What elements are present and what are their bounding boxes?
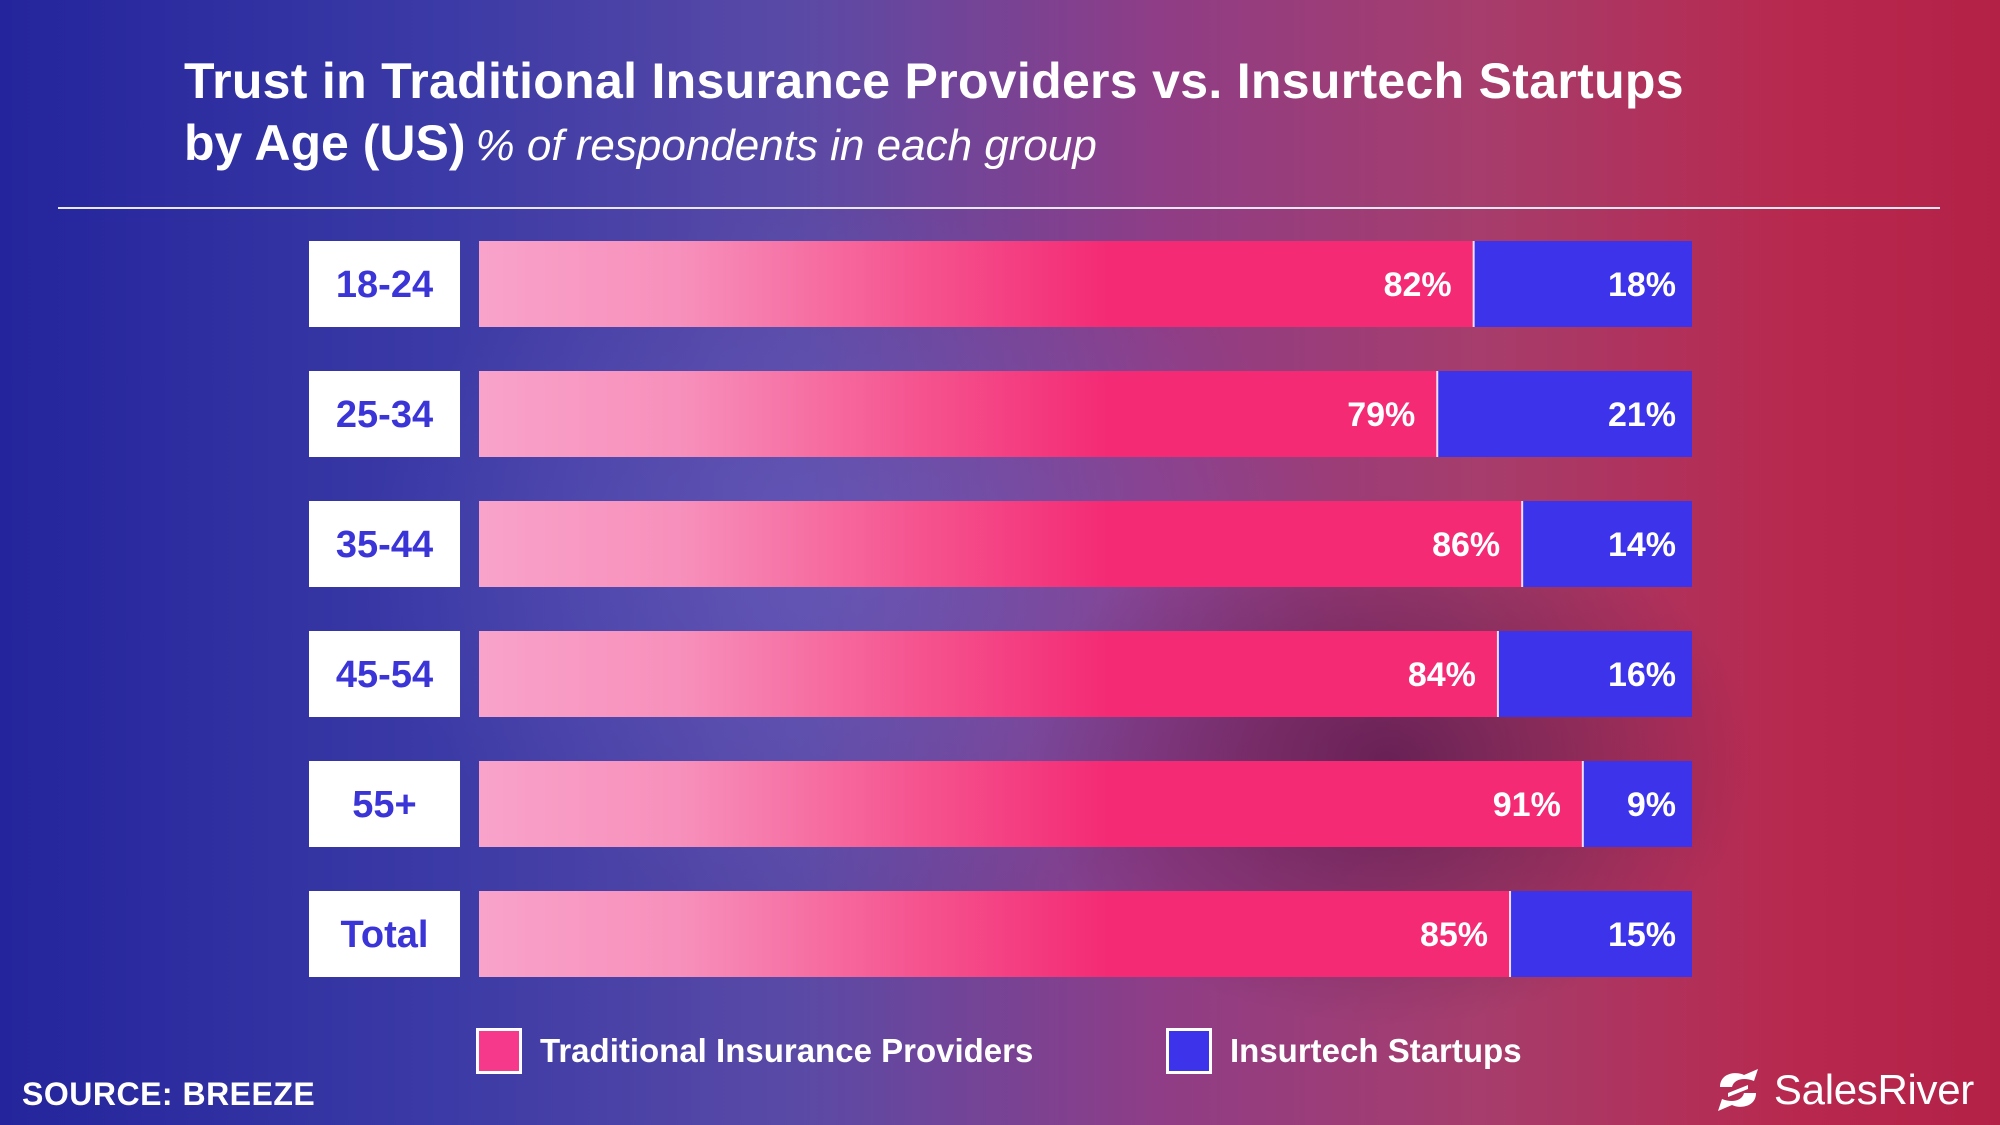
- bar-insurtech-45-54: [1497, 631, 1692, 717]
- bar-insurtech-18-24: [1473, 241, 1692, 327]
- bars-layer: 18-24 82% 18% 25-34 79% 21% 35-44 86% 14% 45-54 84…: [309, 241, 1692, 977]
- legend-item-traditional: Traditional Insurance Providers: [476, 1026, 1033, 1076]
- legend-label-insurtech: Insurtech Startups: [1230, 1032, 1522, 1069]
- value-label-traditional-45-54: 84%: [1408, 656, 1476, 694]
- value-label-insurtech-35-44: 14%: [1608, 526, 1676, 564]
- category-label-25-34: 25-34: [336, 394, 433, 436]
- bar-divider-total: [1509, 891, 1512, 977]
- category-label-box-55: [309, 761, 460, 847]
- value-label-insurtech-total: 15%: [1608, 916, 1676, 954]
- legend-swatch-traditional: [476, 1028, 522, 1074]
- value-label-insurtech-18-24: 18%: [1608, 266, 1676, 304]
- bar-insurtech-total: [1510, 891, 1692, 977]
- category-label-box-35-44: [309, 501, 460, 587]
- chart-title: Trust in Traditional Insurance Providers…: [184, 53, 1684, 109]
- bar-traditional-45-54: [479, 631, 1498, 717]
- category-label-box-45-54: [309, 631, 460, 717]
- bar-insurtech-35-44: [1522, 501, 1692, 587]
- bar-divider-45-54: [1496, 631, 1499, 717]
- value-label-traditional-35-44: 86%: [1432, 526, 1500, 564]
- category-label-total: Total: [341, 914, 429, 956]
- chart-subtitle: by Age (US)% of respondents in each grou…: [184, 112, 1097, 187]
- legend-swatch-insurtech: [1166, 1028, 1212, 1074]
- bar-traditional-18-24: [479, 241, 1474, 327]
- category-label-box-18-24: [309, 241, 460, 327]
- subtitle-region: by Age (US): [184, 115, 466, 171]
- value-label-traditional-total: 85%: [1420, 916, 1488, 954]
- category-label-box-25-34: [309, 371, 460, 457]
- value-label-traditional-55: 91%: [1493, 786, 1561, 824]
- bar-traditional-25-34: [479, 371, 1438, 457]
- bar-traditional-35-44: [479, 501, 1523, 587]
- legend-label-traditional: Traditional Insurance Providers: [540, 1032, 1034, 1069]
- subtitle-unit-note: % of respondents in each group: [475, 121, 1097, 170]
- brand-mark: SalesRiver: [1714, 1066, 1974, 1114]
- bar-divider-35-44: [1521, 501, 1524, 587]
- salesriver-logo-icon: [1717, 1069, 1758, 1111]
- value-label-traditional-25-34: 79%: [1347, 396, 1415, 434]
- value-label-insurtech-55: 9%: [1627, 786, 1676, 824]
- brand-name: SalesRiver: [1773, 1066, 1974, 1113]
- value-label-insurtech-25-34: 21%: [1608, 396, 1676, 434]
- bar-divider-18-24: [1472, 241, 1475, 327]
- category-label-45-54: 45-54: [336, 654, 433, 696]
- bar-insurtech-55: [1582, 761, 1692, 847]
- bar-divider-55: [1581, 761, 1584, 847]
- value-label-traditional-18-24: 82%: [1384, 266, 1452, 304]
- source-credit: SOURCE: BREEZE: [22, 1076, 316, 1112]
- bar-traditional-total: [479, 891, 1511, 977]
- legend-item-insurtech: Insurtech Startups: [1166, 1026, 1522, 1076]
- category-label-35-44: 35-44: [336, 524, 433, 566]
- value-label-insurtech-45-54: 16%: [1608, 656, 1676, 694]
- title-divider: [58, 207, 1940, 209]
- bar-divider-25-34: [1436, 371, 1439, 457]
- category-label-18-24: 18-24: [336, 264, 433, 306]
- category-label-55: 55+: [352, 784, 416, 826]
- bar-traditional-55: [479, 761, 1583, 847]
- bar-insurtech-25-34: [1437, 371, 1692, 457]
- category-label-box-total: [309, 891, 460, 977]
